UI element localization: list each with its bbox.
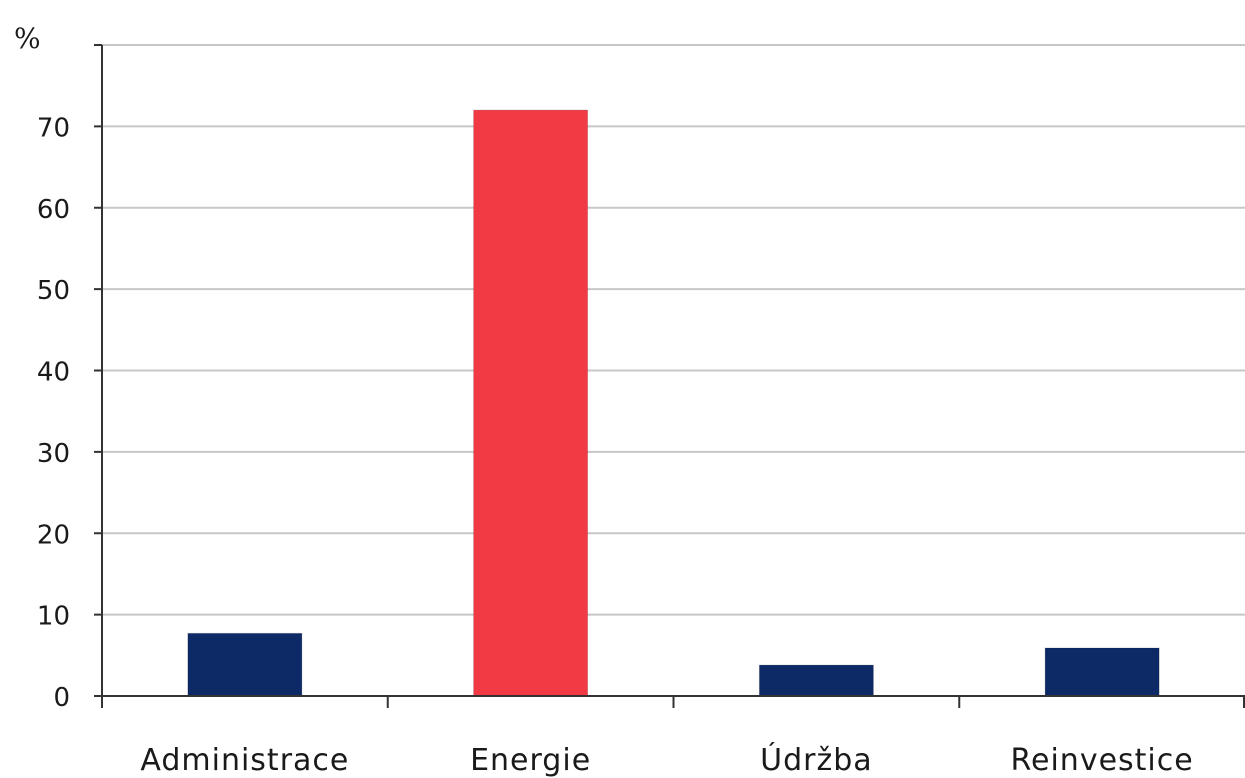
y-tick-label: 70 bbox=[37, 113, 70, 143]
x-category-label: Administrace bbox=[140, 743, 349, 778]
y-tick-label: 0 bbox=[53, 683, 70, 713]
x-category-label: Údržba bbox=[760, 741, 873, 778]
bar-reinvestice bbox=[1044, 647, 1160, 697]
axes bbox=[94, 44, 1245, 708]
y-tick-label: 60 bbox=[37, 195, 70, 225]
y-tick-label: 20 bbox=[37, 520, 70, 550]
y-tick-label: 10 bbox=[37, 602, 70, 632]
bar-energie bbox=[473, 109, 589, 697]
gridlines bbox=[102, 44, 1245, 616]
y-axis-unit-label: % bbox=[14, 22, 41, 55]
labels: 0 10 20 30 40 50 60 70 Administrace Energie Údržba… bbox=[37, 113, 1194, 778]
y-tick-label: 50 bbox=[37, 276, 70, 306]
bar-údržba bbox=[758, 664, 874, 697]
bar-administrace bbox=[187, 632, 303, 697]
x-category-label: Reinvestice bbox=[1011, 743, 1194, 778]
y-tick-label: 30 bbox=[37, 439, 70, 469]
x-category-label: Energie bbox=[470, 743, 591, 778]
y-tick-label: 40 bbox=[37, 358, 70, 388]
bars bbox=[187, 109, 1160, 697]
